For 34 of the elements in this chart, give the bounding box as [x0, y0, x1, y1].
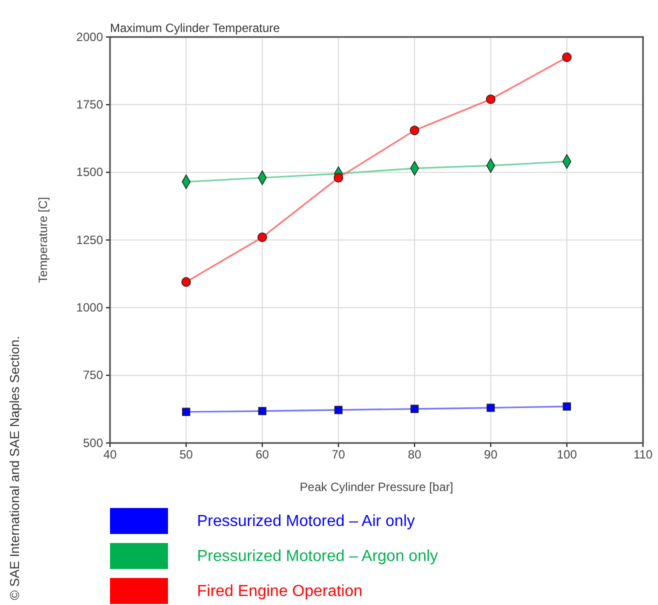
point [181, 277, 191, 287]
x-tick-label: 90 [484, 448, 498, 462]
y-tick-label: 1250 [76, 232, 104, 247]
x-tick-label: 50 [179, 448, 194, 462]
text: © SAE International and SAE Naples Section. [7, 336, 22, 600]
x-axis-title: Peak Cylinder Pressure [bar] [300, 480, 454, 494]
y-tick-label: 1000 [76, 300, 104, 315]
x-tick-label: 60 [256, 448, 270, 462]
point [258, 406, 266, 416]
y-tick-label: 750 [82, 368, 104, 382]
point [486, 94, 496, 104]
x-tick-label: 80 [408, 448, 422, 462]
x-tick-label: 70 [332, 448, 346, 462]
legend-label: Pressurized Motored – Argon only [197, 548, 438, 565]
point [486, 404, 495, 412]
point [562, 52, 572, 62]
point [410, 126, 420, 136]
y-tick-label: 2000 [76, 30, 104, 44]
point [562, 402, 571, 411]
legend-label: Fired Engine Operation [197, 583, 362, 600]
y-axis-title: Temperature [C] [36, 196, 50, 284]
x-tick-label: 100 [556, 448, 578, 462]
y-tick-label: 1500 [76, 165, 104, 180]
point [334, 406, 343, 414]
point [258, 232, 268, 242]
point [182, 408, 190, 416]
x-tick-label: 40 [103, 448, 117, 462]
point [334, 172, 344, 183]
y-tick-label: 500 [82, 436, 104, 450]
x-tick-label: 110 [633, 448, 653, 462]
chart-title: Maximum Cylinder Temperature [110, 21, 280, 35]
legend-label: Pressurized Motored – Air only [197, 513, 415, 530]
point [410, 404, 419, 414]
y-tick-label: 1750 [76, 98, 104, 112]
